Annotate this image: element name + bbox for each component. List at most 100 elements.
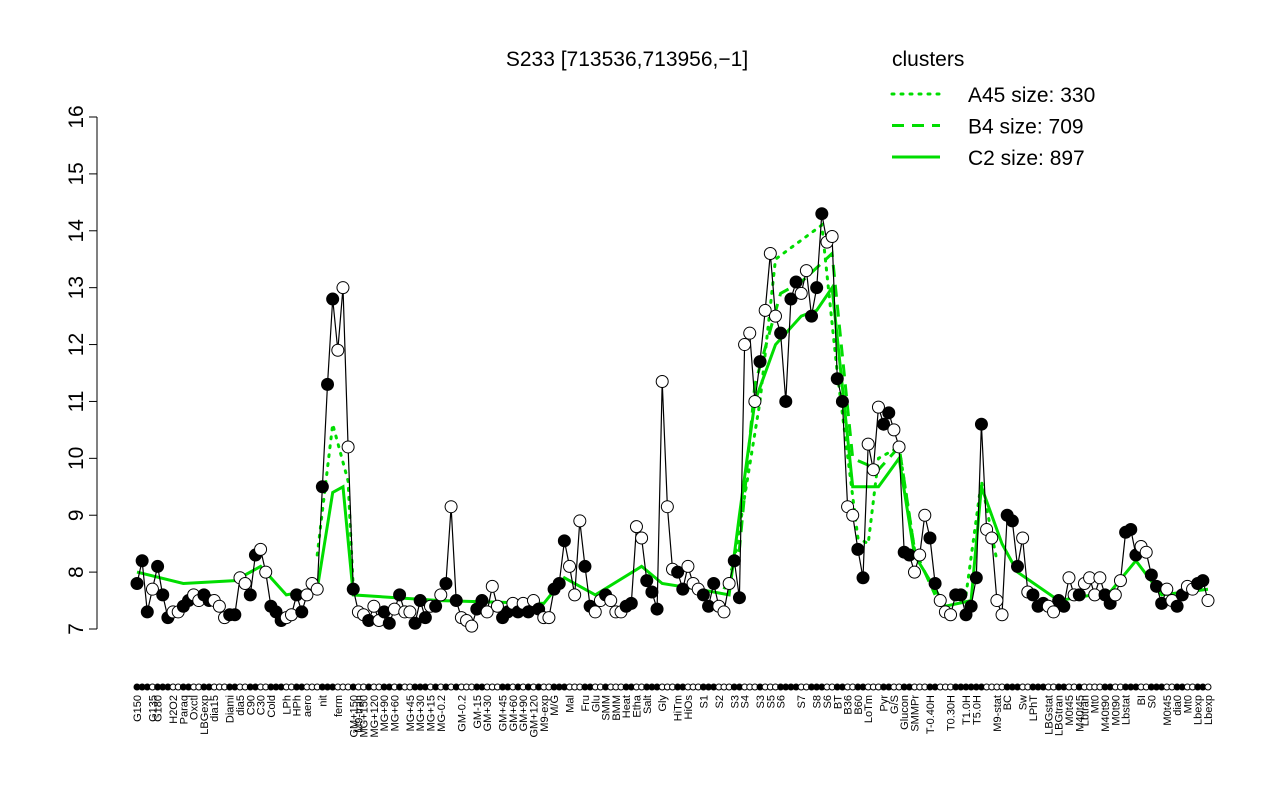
- x-tick-label: nit: [317, 695, 329, 707]
- data-point: [722, 576, 736, 590]
- x-tick-label: GM+45: [498, 695, 510, 731]
- data-point: [1196, 574, 1210, 588]
- data-point: [995, 608, 1009, 622]
- data-point: [671, 565, 685, 579]
- x-tick-label: BI: [1136, 695, 1148, 705]
- x-tick-label: G135: [147, 695, 159, 722]
- legend-title: clusters: [892, 48, 964, 71]
- x-tick-label: Mt0: [1182, 695, 1194, 713]
- x-tick-label: MG+30: [415, 695, 427, 731]
- x-tick-label: Lbexp: [1203, 695, 1215, 725]
- y-tick-label: 9: [65, 509, 88, 521]
- data-point: [768, 309, 782, 323]
- legend-label: C2 size: 897: [968, 147, 1085, 170]
- data-point: [439, 576, 453, 590]
- data-point: [763, 247, 777, 261]
- x-tick-label: GM-15: [472, 695, 484, 729]
- data-point: [1010, 559, 1024, 573]
- data-point: [969, 571, 983, 585]
- x-tick-label: C30: [256, 695, 268, 715]
- x-tick-label: MG+120: [369, 695, 381, 738]
- x-tick-label: M/G: [549, 695, 561, 716]
- x-tick-label: BC: [1002, 695, 1014, 710]
- data-point: [727, 554, 741, 568]
- x-tick-label: Glu: [590, 695, 602, 712]
- x-tick-label: LBGstat: [1043, 695, 1055, 735]
- data-point: [382, 616, 396, 630]
- x-tick-label: S1: [698, 695, 710, 708]
- data-point: [629, 520, 643, 534]
- x-tick-label: M9-exp: [539, 695, 551, 732]
- data-point: [1093, 571, 1107, 585]
- x-tick-label: G150: [132, 695, 144, 722]
- data-point: [933, 594, 947, 608]
- data-point: [1005, 514, 1019, 528]
- data-point: [212, 599, 226, 613]
- x-tick-label: GM+30: [482, 695, 494, 731]
- x-tick-label: M9-tran: [353, 695, 365, 733]
- data-point: [403, 605, 417, 619]
- data-point: [650, 602, 664, 616]
- data-point: [856, 571, 870, 585]
- x-tick-label: Mal: [565, 695, 577, 713]
- data-point: [156, 588, 170, 602]
- x-tick-label: T0.30H: [946, 695, 958, 731]
- data-point: [774, 326, 788, 340]
- data-point: [835, 394, 849, 408]
- data-point: [681, 559, 695, 573]
- data-point: [830, 372, 844, 386]
- data-point: [732, 591, 746, 605]
- x-tick-label: S4: [740, 695, 752, 708]
- x-tick-label: LBGtran: [1054, 695, 1066, 736]
- data-point: [563, 559, 577, 573]
- data-point: [861, 437, 875, 451]
- data-point: [475, 594, 489, 608]
- data-point: [799, 264, 813, 278]
- data-point: [928, 576, 942, 590]
- data-point: [866, 463, 880, 477]
- data-point: [784, 292, 798, 306]
- x-tick-label: GM+90: [518, 695, 530, 731]
- data-point: [655, 375, 669, 389]
- data-point: [1057, 599, 1071, 613]
- x-tick-label: SMMPr: [910, 695, 922, 732]
- data-point: [568, 588, 582, 602]
- data-point: [254, 542, 268, 556]
- x-tick-label: S3: [729, 695, 741, 708]
- data-point: [465, 619, 479, 633]
- data-point: [990, 594, 1004, 608]
- x-tick-label: Paraq: [178, 695, 190, 724]
- data-point: [573, 514, 587, 528]
- data-point: [542, 611, 556, 625]
- x-tick-label: GM+120: [528, 695, 540, 738]
- y-tick-label: 7: [65, 623, 88, 635]
- data-point: [1108, 588, 1122, 602]
- data-point: [434, 588, 448, 602]
- data-point: [588, 605, 602, 619]
- data-point: [346, 582, 360, 596]
- data-point: [908, 565, 922, 579]
- data-point: [635, 531, 649, 545]
- data-point: [295, 605, 309, 619]
- x-tick-label: LPh: [281, 695, 293, 715]
- data-point: [851, 542, 865, 556]
- x-tick-label: Sw: [1018, 695, 1030, 710]
- data-point: [151, 559, 165, 573]
- data-point: [228, 608, 242, 622]
- x-tick-label: T-0.40H: [925, 695, 937, 734]
- data-point: [310, 582, 324, 596]
- data-point: [135, 554, 149, 568]
- x-tick-label: HiOs: [683, 695, 695, 720]
- data-point: [1062, 571, 1076, 585]
- x-tick-label: MG+150: [359, 695, 371, 738]
- x-tick-label: Etha: [631, 694, 643, 718]
- x-tick-label: Diami: [225, 695, 237, 723]
- data-point: [1170, 599, 1184, 613]
- data-point: [1113, 574, 1127, 588]
- x-tick-label: Mt0: [1090, 695, 1102, 713]
- x-tick-label: M9-stat: [992, 695, 1004, 732]
- x-tick-label: Pyr: [879, 695, 891, 712]
- x-tick-label: B36: [843, 695, 855, 715]
- chart-title: S233 [713536,713956,−1]: [506, 48, 748, 71]
- data-point: [918, 508, 932, 522]
